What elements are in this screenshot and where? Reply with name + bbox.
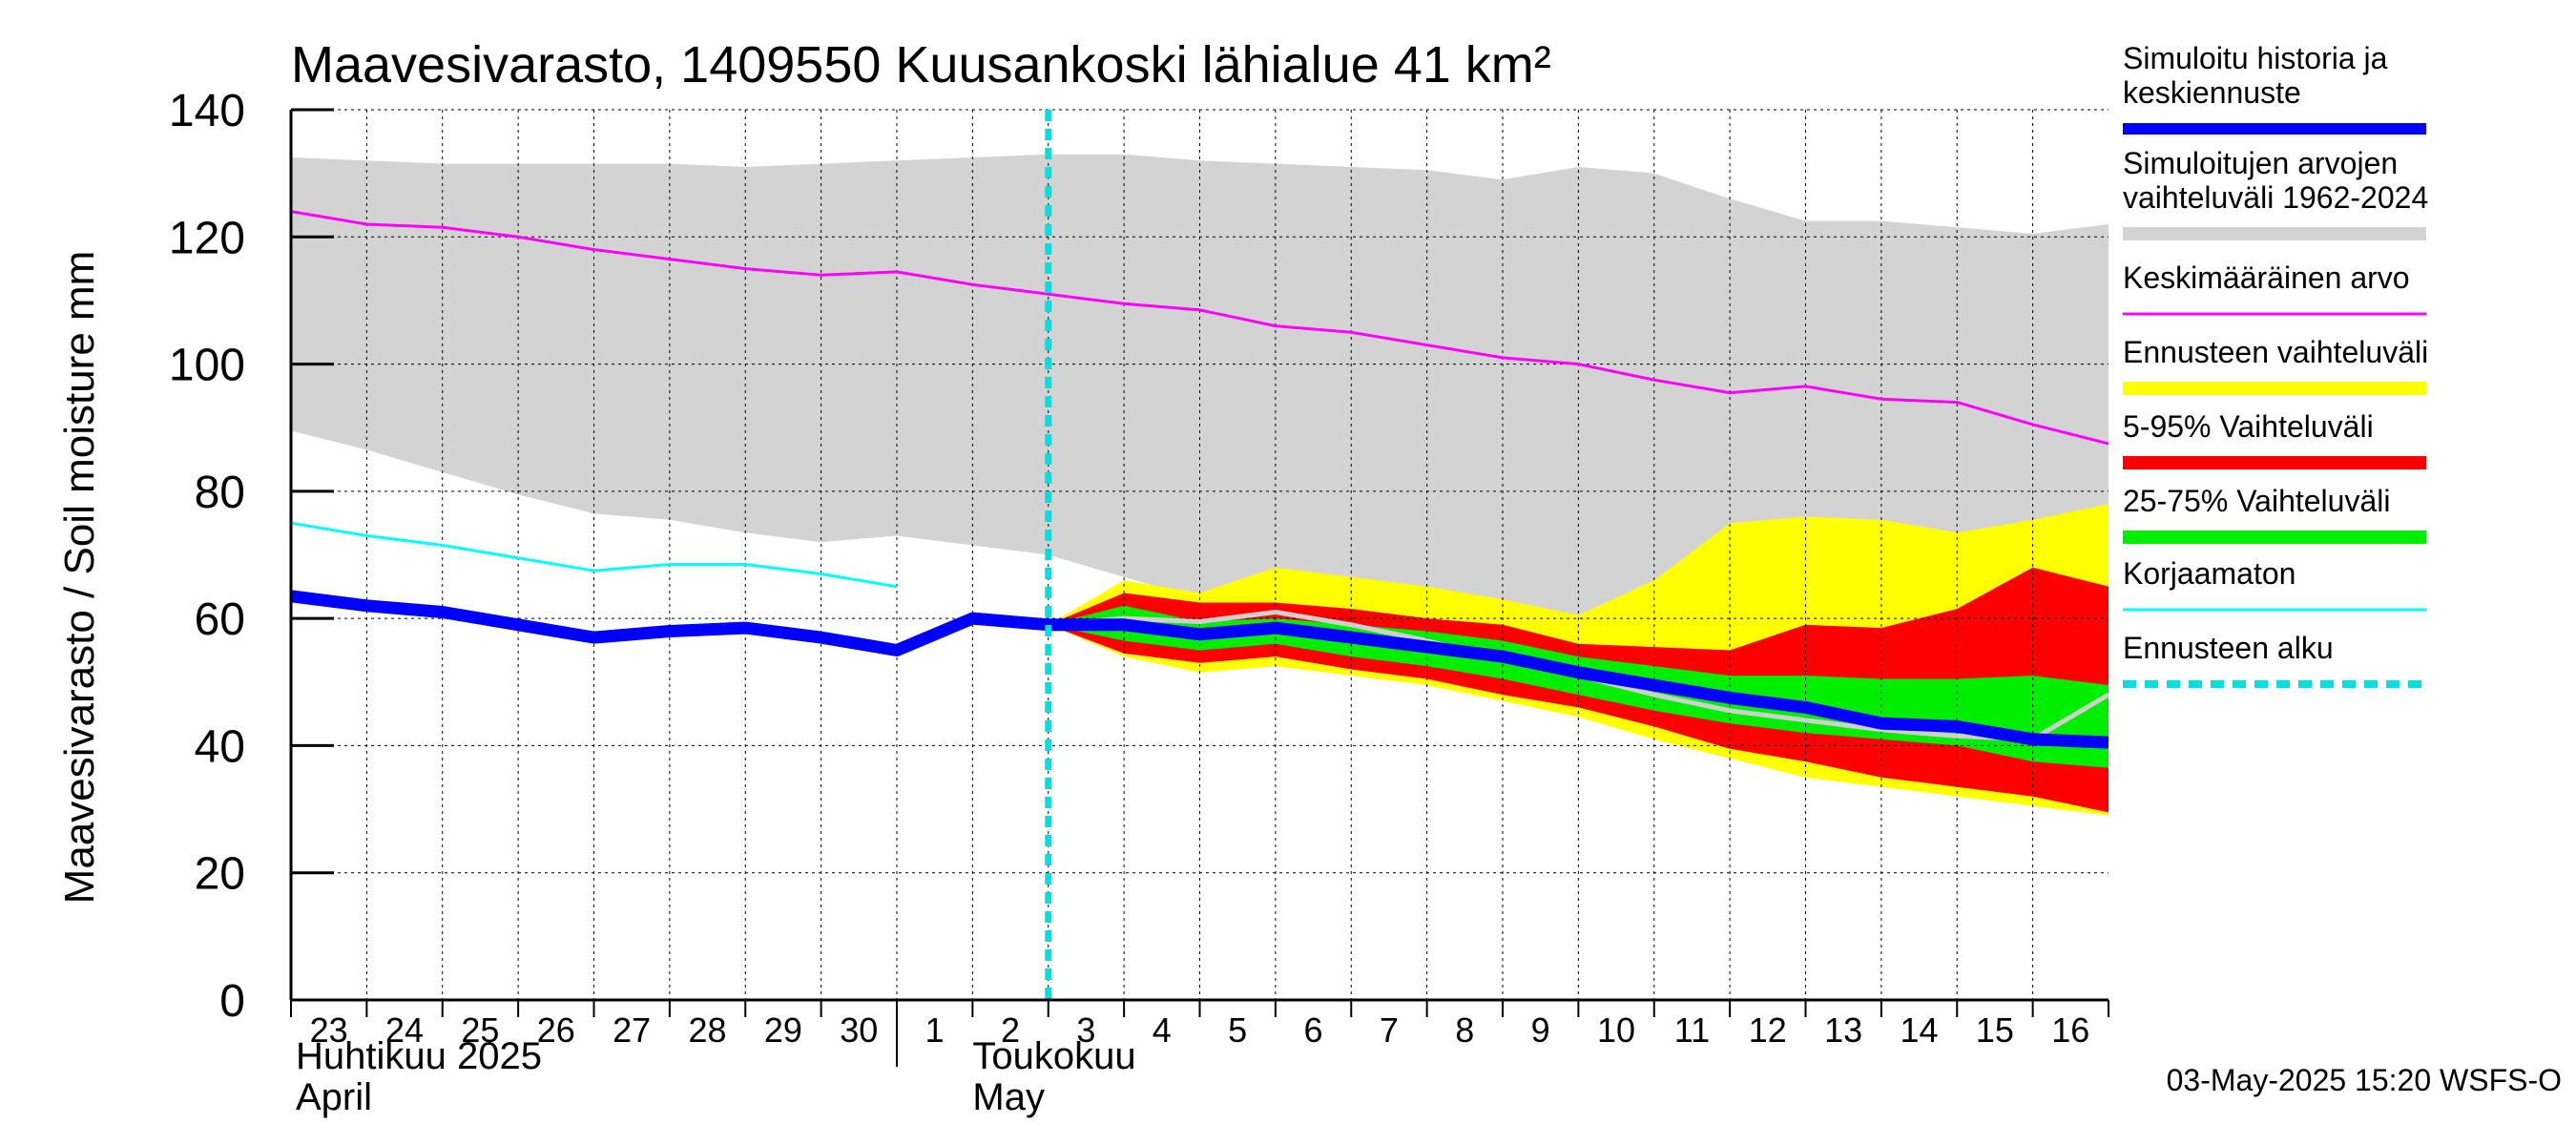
y-axis-label: Maavesivarasto / Soil moisture mm [56,251,103,905]
x-tick-label: 26 [537,1010,575,1050]
grid-layer [291,109,2109,1000]
x-tick-label: 29 [764,1010,802,1050]
y-tick-label: 40 [195,721,245,772]
legend-label: 5-95% Vaihteluväli [2123,409,2374,444]
y-tick-label: 60 [195,594,245,645]
month-label: Huhtikuu 2025 [296,1035,542,1077]
simulated-history-line [290,590,2109,749]
x-tick-label: 6 [1304,1010,1323,1050]
chart-title: Maavesivarasto, 1409550 Kuusankoski lähi… [291,36,1551,94]
legend-label: Ennusteen vaihteluväli [2123,335,2428,369]
legend-label: keskiennuste [2123,75,2301,110]
x-tick-label: 11 [1674,1010,1710,1050]
y-tick-label: 20 [195,849,245,900]
uncorrected-line [290,521,898,589]
y-tick-label: 140 [169,86,245,136]
x-tick-label: 4 [1153,1010,1172,1050]
x-tick-label: 1 [925,1010,945,1050]
x-tick-label: 5 [1228,1010,1247,1050]
month-label: Toukokuu [972,1035,1135,1077]
x-tick-label: 2 [1001,1010,1020,1050]
x-tick-label: 16 [2051,1010,2089,1050]
legend-label: vaihteluväli 1962-2024 [2123,180,2428,215]
x-tick-label: 25 [461,1010,499,1050]
timestamp: 03-May-2025 15:20 WSFS-O [2167,1063,2562,1097]
x-tick-label: 12 [1749,1010,1787,1050]
x-tick-label: 30 [840,1010,878,1050]
x-tick-label: 9 [1531,1010,1550,1050]
x-tick-label: 8 [1455,1010,1474,1050]
month-label-en: April [296,1076,372,1118]
x-tick-label: 7 [1380,1010,1399,1050]
x-tick-label: 24 [385,1010,424,1050]
y-tick-label: 0 [219,976,245,1027]
legend-label: Simuloitujen arvojen [2123,146,2398,180]
month-label-en: May [972,1076,1045,1118]
legend-label: Simuloitu historia ja [2123,41,2388,75]
x-tick-label: 14 [1901,1010,1939,1050]
legend-label: Ennusteen alku [2123,631,2334,665]
x-tick-label: 28 [689,1010,727,1050]
legend-label: Keskimääräinen arvo [2123,260,2410,295]
x-tick-label: 13 [1824,1010,1862,1050]
legend-label: Korjaamaton [2123,556,2296,591]
x-tick-label: 27 [613,1010,651,1050]
x-tick-label: 3 [1076,1010,1095,1050]
mean-line [290,210,2109,446]
y-tick-label: 120 [169,213,245,263]
legend-label: 25-75% Vaihteluväli [2123,484,2390,518]
x-tick-label: 10 [1597,1010,1635,1050]
x-tick-label: 15 [1976,1010,2014,1050]
y-tick-label: 100 [169,341,245,391]
y-tick-label: 80 [195,468,245,518]
line-layer [290,110,2110,1000]
x-tick-label: 23 [310,1010,348,1050]
